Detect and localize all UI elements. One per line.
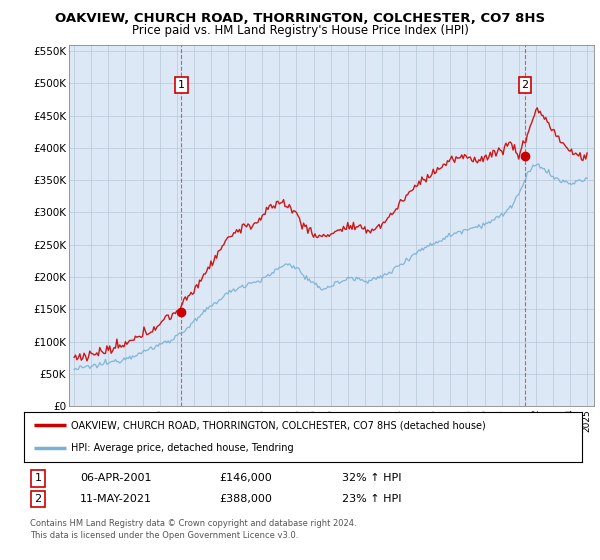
Text: 11-MAY-2021: 11-MAY-2021 xyxy=(80,494,152,504)
Text: 06-APR-2001: 06-APR-2001 xyxy=(80,473,151,483)
Text: OAKVIEW, CHURCH ROAD, THORRINGTON, COLCHESTER, CO7 8HS (detached house): OAKVIEW, CHURCH ROAD, THORRINGTON, COLCH… xyxy=(71,420,486,430)
Text: Price paid vs. HM Land Registry's House Price Index (HPI): Price paid vs. HM Land Registry's House … xyxy=(131,24,469,36)
Text: Contains HM Land Registry data © Crown copyright and database right 2024.: Contains HM Land Registry data © Crown c… xyxy=(29,519,356,528)
Text: 32% ↑ HPI: 32% ↑ HPI xyxy=(342,473,401,483)
Text: OAKVIEW, CHURCH ROAD, THORRINGTON, COLCHESTER, CO7 8HS: OAKVIEW, CHURCH ROAD, THORRINGTON, COLCH… xyxy=(55,12,545,25)
Text: 2: 2 xyxy=(521,80,529,90)
Text: 23% ↑ HPI: 23% ↑ HPI xyxy=(342,494,401,504)
Text: £388,000: £388,000 xyxy=(220,494,272,504)
Text: HPI: Average price, detached house, Tendring: HPI: Average price, detached house, Tend… xyxy=(71,444,294,454)
Text: £146,000: £146,000 xyxy=(220,473,272,483)
Text: 2: 2 xyxy=(34,494,41,504)
Text: This data is licensed under the Open Government Licence v3.0.: This data is licensed under the Open Gov… xyxy=(29,531,298,540)
Text: 1: 1 xyxy=(178,80,185,90)
Text: 1: 1 xyxy=(34,473,41,483)
